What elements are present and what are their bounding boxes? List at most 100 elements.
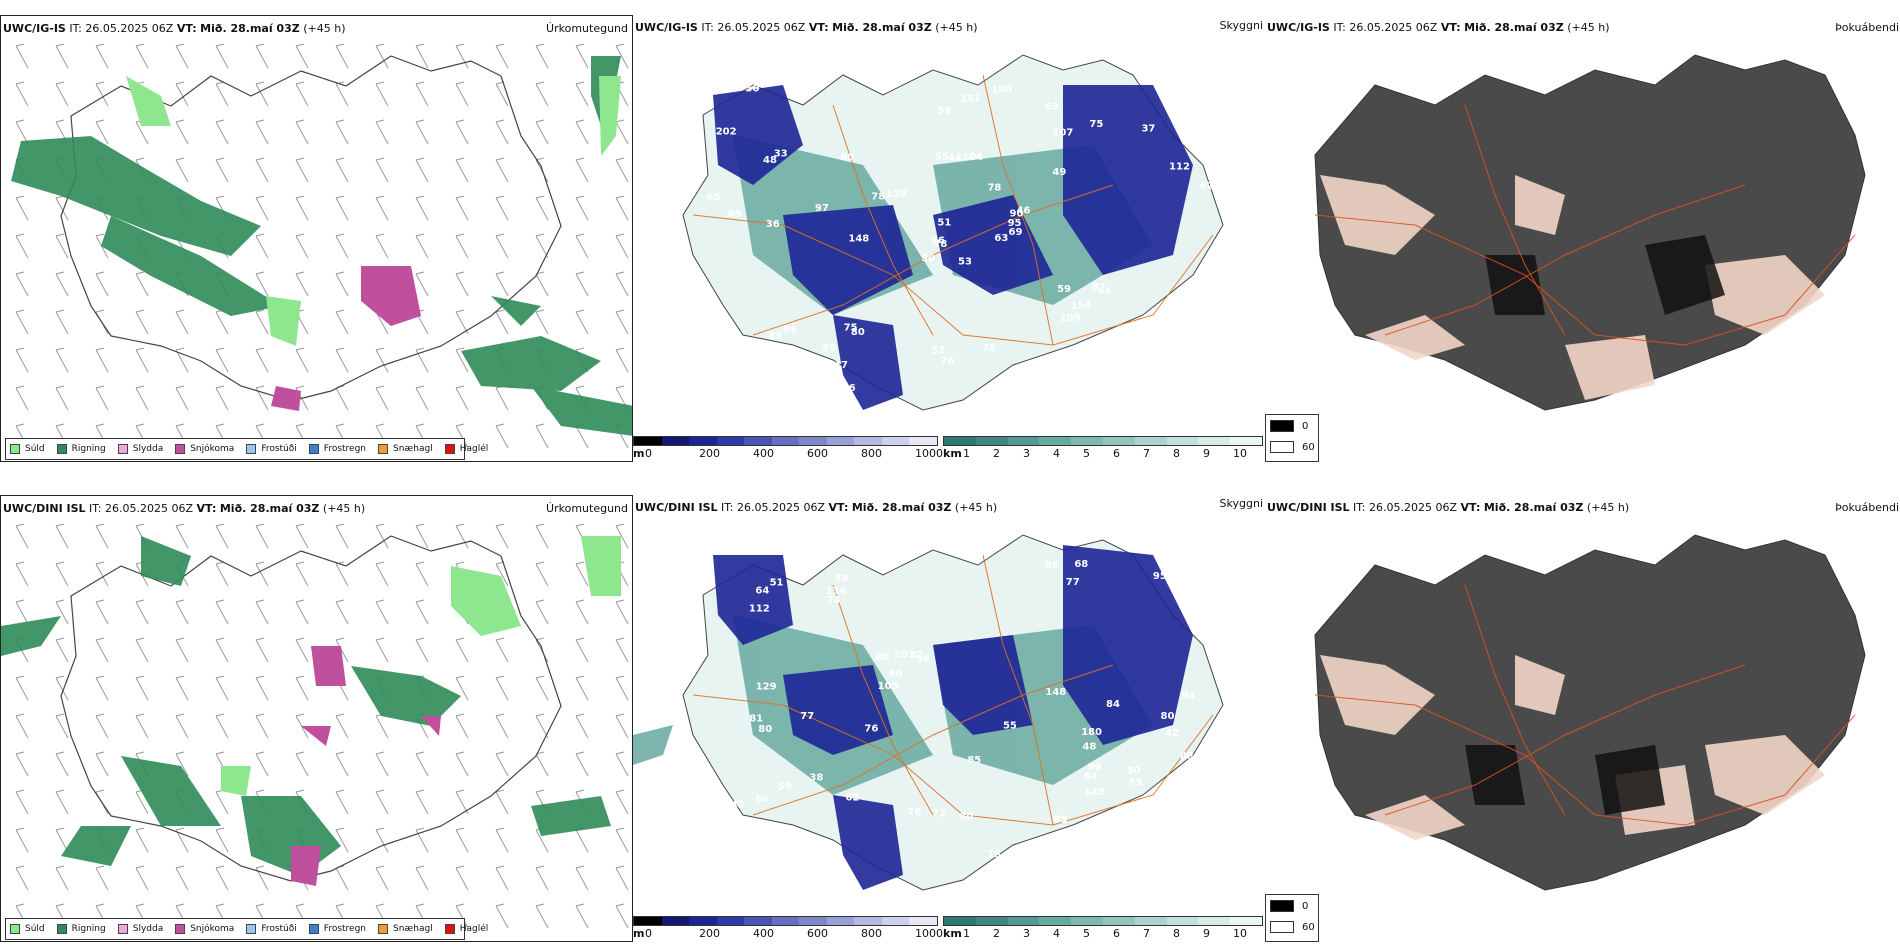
cloudbase-value-label: 202: [716, 126, 737, 137]
wind-barb: [175, 637, 189, 663]
vt-value: Mið. 28.maí 03Z: [219, 502, 320, 515]
colorbar-swatch: [799, 917, 827, 925]
cloudbase-value-label: 85: [967, 755, 981, 766]
legend-swatch: [56, 444, 67, 454]
cloudbase-value-label: 147: [827, 360, 848, 371]
cloudbase-value-label: 78: [987, 183, 1001, 194]
cloudbase-value-label: 121: [1217, 743, 1238, 754]
wind-barb: [95, 675, 109, 701]
precip-map-igis: [11, 43, 632, 449]
cloudbase-value-label: 59: [835, 574, 849, 585]
wind-barb: [535, 309, 549, 335]
cloudbase-value-label: 107: [1052, 128, 1073, 139]
cloudbase-value-label: 44: [948, 153, 962, 164]
legend-item-snaehagl: Snæhagl: [378, 924, 433, 934]
wind-barb: [15, 599, 29, 625]
cloudbase-colorbar-igis: m 0 200 400 600 800 1000: [633, 436, 943, 462]
vt-label: VT:: [828, 501, 849, 514]
wind-barb: [375, 385, 389, 411]
legend-swatch: [378, 924, 389, 934]
wind-barb: [615, 599, 629, 625]
wind-barb: [495, 637, 509, 663]
colorbar-tick: 6: [1113, 447, 1120, 460]
visibility-colorbar-swatches: [943, 916, 1263, 926]
colorbar-tick: 4: [1053, 447, 1060, 460]
wind-barb: [95, 523, 109, 549]
wind-barb: [495, 119, 509, 145]
cloudbase-value-label: 75: [844, 322, 858, 333]
cloudbase-value-label: 42: [731, 800, 745, 811]
wind-barb: [375, 233, 389, 259]
wind-barb: [95, 637, 109, 663]
legend-item-rigning: Rigning: [56, 444, 106, 454]
wind-barb: [415, 157, 429, 183]
it-label: IT:: [1333, 21, 1346, 34]
wind-barb: [255, 675, 269, 701]
wind-barb: [375, 561, 389, 587]
cloudbase-value-label: 75: [1089, 119, 1103, 130]
precip-title: Úrkomutegund: [546, 502, 628, 515]
legend-item-snaehagl: Snæhagl: [378, 444, 433, 454]
vt-value: Mið. 28.maí 03Z: [200, 22, 300, 35]
wind-barb: [495, 789, 509, 815]
colorbar-swatch: [944, 917, 976, 925]
model-name: UWC/IG-IS: [1267, 21, 1330, 34]
cloudbase-value-label: 69: [795, 93, 809, 104]
cloudbase-value-label: 80: [1161, 711, 1175, 722]
wind-barb: [415, 347, 429, 373]
cloudbase-value-label: 90: [1009, 208, 1023, 219]
cloudbase-map-igis: 5348787290806310410763691183610190495055…: [682, 54, 1224, 411]
cloudbase-value-label: 80: [875, 652, 889, 663]
wind-barb: [375, 599, 389, 625]
colorbar-swatch: [1198, 437, 1231, 445]
wind-barb: [15, 347, 29, 373]
cloudbase-value-label: 38: [1209, 559, 1223, 570]
wind-barb: [95, 713, 109, 739]
wind-barb: [495, 157, 509, 183]
wind-barb: [495, 81, 509, 107]
cloudbase-value-label: 151: [960, 94, 981, 105]
legend-label: Frostregn: [323, 924, 367, 934]
wind-barb: [135, 827, 149, 853]
wind-barb: [15, 789, 29, 815]
colorbar-tick: 1: [963, 927, 970, 940]
wind-barb: [95, 271, 109, 297]
cloudbase-value-label: 127: [791, 89, 812, 100]
wind-barb: [535, 561, 549, 587]
cloudbase-value-label: 168: [1046, 355, 1067, 366]
wind-barb: [55, 309, 69, 335]
cloudbase-value-label: 75: [982, 343, 996, 354]
wind-barb: [335, 523, 349, 549]
cloudbase-value-label: 80: [840, 153, 854, 164]
wind-barb: [575, 637, 589, 663]
colorbar-swatch: [881, 917, 910, 925]
wind-barb: [615, 789, 629, 815]
wind-barb: [375, 789, 389, 815]
cloudbase-value-label: 68: [1074, 559, 1088, 570]
wind-barb: [95, 865, 109, 891]
cloudbase-value-label: 80: [758, 724, 772, 735]
colorbar-swatch: [1166, 917, 1199, 925]
cloudbase-value-label: 77: [1066, 577, 1080, 588]
cloudbase-value-label: 80: [851, 327, 865, 338]
wind-barb: [495, 423, 509, 449]
colorbar-tick: 0: [645, 927, 652, 940]
legend-swatch: [10, 924, 20, 934]
wind-barb: [375, 751, 389, 777]
wind-barb: [615, 751, 629, 777]
wind-barb: [15, 827, 29, 853]
vt-label: VT:: [808, 21, 829, 34]
wind-barb: [615, 675, 629, 701]
wind-barb: [175, 347, 189, 373]
cloudbase-value-label: 51: [770, 578, 784, 589]
cloudbase-value-label: 46: [1017, 206, 1031, 217]
legend-label: Frostregn: [323, 444, 367, 454]
cloudbase-value-label: 78: [933, 239, 947, 250]
legend-swatch: [175, 444, 186, 454]
cloudbase-value-label: 33: [774, 149, 788, 160]
vt-value: Mið. 28.maí 03Z: [1464, 21, 1564, 34]
cloudbase-value-label: 63: [994, 233, 1008, 244]
wind-barb: [175, 599, 189, 625]
model-name: UWC/DINI ISL: [3, 502, 86, 515]
wind-barb: [175, 309, 189, 335]
